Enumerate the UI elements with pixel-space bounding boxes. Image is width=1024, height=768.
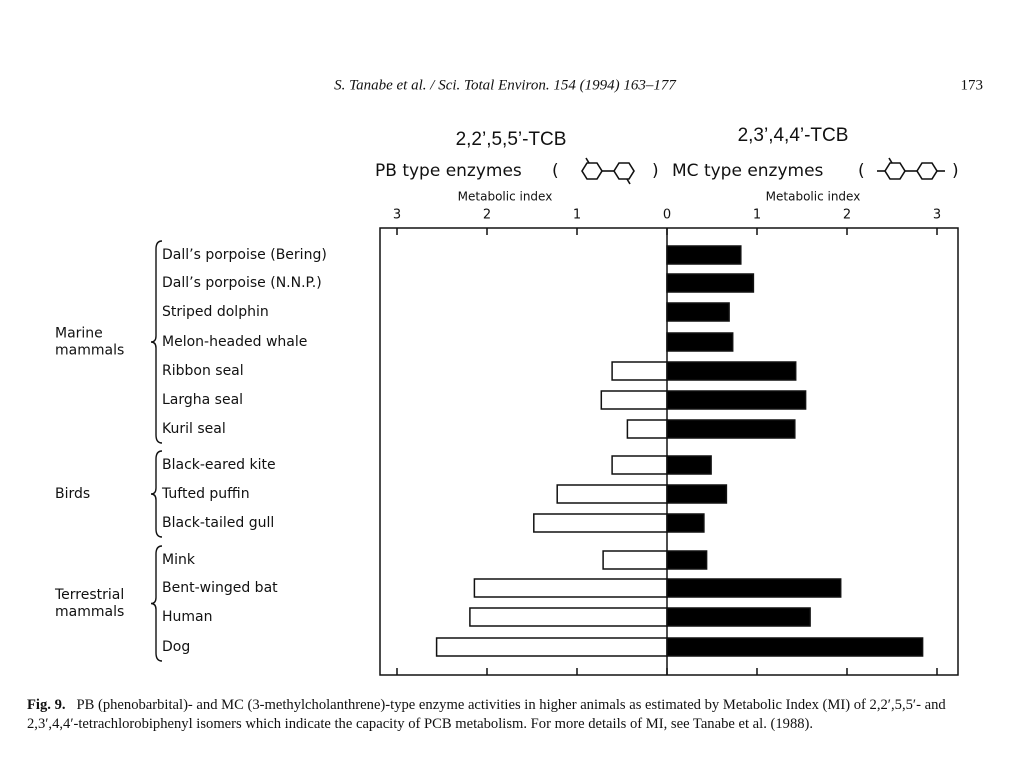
axis-title: Metabolic index bbox=[458, 190, 553, 204]
x-tick-label: 1 bbox=[753, 208, 761, 223]
group-label: Birds bbox=[55, 486, 90, 502]
bar bbox=[666, 637, 924, 657]
figure: S. Tanabe et al. / Sci. Total Environ. 1… bbox=[54, 77, 984, 676]
group-label: mammals bbox=[55, 343, 124, 359]
bar bbox=[626, 419, 668, 439]
bar bbox=[469, 607, 668, 627]
bracket: ) bbox=[652, 161, 659, 181]
bracket: ( bbox=[858, 161, 865, 181]
bar bbox=[473, 578, 668, 598]
bar bbox=[666, 578, 842, 598]
category-label: Dall’s porpoise (Bering) bbox=[162, 247, 327, 263]
bar bbox=[666, 484, 728, 504]
bar bbox=[611, 455, 668, 475]
group-label: Terrestrial bbox=[54, 587, 124, 603]
bar bbox=[666, 550, 708, 570]
page-number: 173 bbox=[961, 77, 984, 93]
bar bbox=[533, 513, 668, 533]
x-tick-label: 0 bbox=[663, 208, 671, 223]
bar bbox=[435, 637, 668, 657]
category-label: Dall’s porpoise (N.N.P.) bbox=[162, 275, 322, 291]
group-brace bbox=[150, 450, 163, 538]
caption-label: Fig. 9. bbox=[27, 697, 66, 713]
axis-title: Metabolic index bbox=[766, 190, 861, 204]
category-label: Largha seal bbox=[162, 392, 243, 408]
bar bbox=[602, 550, 668, 570]
group-label: Marine bbox=[55, 326, 103, 342]
series-name: PB type enzymes bbox=[375, 161, 522, 181]
bar bbox=[666, 273, 755, 293]
category-label: Striped dolphin bbox=[162, 304, 269, 320]
bar bbox=[666, 332, 734, 352]
bar bbox=[666, 302, 730, 322]
bar bbox=[666, 245, 742, 265]
running-header: S. Tanabe et al. / Sci. Total Environ. 1… bbox=[334, 77, 677, 93]
group-brace bbox=[150, 240, 163, 444]
compound-label: 2,3’,4,4’-TCB bbox=[738, 125, 849, 146]
bar bbox=[666, 513, 705, 533]
bar bbox=[666, 361, 797, 381]
group-label: mammals bbox=[55, 604, 124, 620]
x-tick-label: 1 bbox=[573, 208, 581, 223]
x-tick-label: 2 bbox=[483, 208, 491, 223]
category-label: Mink bbox=[162, 552, 196, 568]
category-label: Ribbon seal bbox=[162, 363, 244, 379]
figure-caption: Fig. 9. PB (phenobarbital)- and MC (3-me… bbox=[27, 696, 987, 734]
category-label: Bent-winged bat bbox=[162, 580, 278, 596]
bar bbox=[666, 419, 796, 439]
series-name: MC type enzymes bbox=[672, 161, 824, 181]
category-label: Black-tailed gull bbox=[162, 515, 274, 531]
bar bbox=[600, 390, 668, 410]
category-label: Human bbox=[162, 609, 213, 625]
caption-text: PB (phenobarbital)- and MC (3-methylchol… bbox=[27, 697, 946, 732]
compound-label: 2,2’,5,5’-TCB bbox=[456, 129, 567, 150]
x-tick-label: 2 bbox=[843, 208, 851, 223]
bracket: ) bbox=[952, 161, 959, 181]
category-label: Tufted puffin bbox=[161, 486, 250, 502]
bracket: ( bbox=[552, 161, 559, 181]
category-label: Melon-headed whale bbox=[162, 334, 307, 350]
bar bbox=[666, 455, 712, 475]
x-tick-label: 3 bbox=[933, 208, 941, 223]
bar bbox=[556, 484, 668, 504]
bar bbox=[666, 390, 807, 410]
category-label: Black-eared kite bbox=[162, 457, 276, 473]
bar bbox=[666, 607, 811, 627]
plot-frame bbox=[379, 227, 959, 676]
mc-structure-icon bbox=[877, 157, 945, 180]
group-brace bbox=[150, 545, 163, 662]
category-label: Dog bbox=[162, 639, 190, 655]
pb-structure-icon bbox=[581, 157, 635, 185]
category-label: Kuril seal bbox=[162, 421, 226, 437]
bar bbox=[611, 361, 668, 381]
x-tick-label: 3 bbox=[393, 208, 401, 223]
